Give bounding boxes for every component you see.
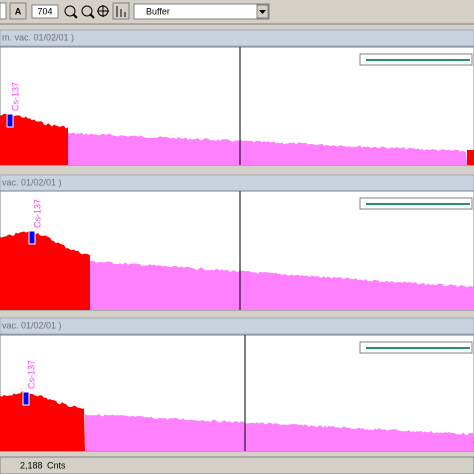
panel-title-bar bbox=[0, 29, 474, 47]
peak-marker bbox=[22, 391, 30, 406]
peak-label: Cs-137 bbox=[26, 360, 36, 389]
peak-button[interactable] bbox=[112, 2, 130, 20]
peak-region bbox=[0, 230, 90, 310]
panel-title: m. vac. 01/02/01 ) bbox=[2, 32, 74, 42]
peak-region bbox=[0, 113, 68, 165]
zoom-out-button[interactable] bbox=[81, 5, 95, 19]
buffer-dropdown[interactable] bbox=[133, 3, 270, 20]
panel-title-bar bbox=[0, 174, 474, 192]
toolbar: A 704 Buffer bbox=[0, 2, 474, 25]
continuum-region bbox=[68, 132, 467, 165]
continuum-region bbox=[90, 260, 474, 310]
status-value: 2,188 bbox=[20, 460, 43, 470]
peak-label: Cs-137 bbox=[32, 199, 42, 228]
channel-field[interactable] bbox=[31, 4, 59, 19]
panel-title: vac. 01/02/01 ) bbox=[2, 177, 62, 187]
arrow-icon bbox=[259, 10, 266, 14]
center-button[interactable] bbox=[97, 5, 109, 17]
continuum-region bbox=[85, 413, 474, 451]
toolbar-button[interactable] bbox=[0, 2, 7, 20]
status-bar bbox=[0, 456, 474, 474]
peak-marker bbox=[6, 113, 14, 128]
peak-region bbox=[0, 391, 85, 451]
roi-region bbox=[467, 150, 474, 165]
panel-title: vac. 01/02/01 ) bbox=[2, 320, 62, 330]
channel-value: 704 bbox=[37, 6, 52, 16]
text-button-label: A bbox=[15, 6, 22, 16]
peak-label: Cs-137 bbox=[10, 82, 20, 111]
dropdown-value: Buffer bbox=[146, 6, 170, 16]
peak-marker bbox=[28, 230, 36, 245]
text-button[interactable] bbox=[9, 2, 27, 20]
status-unit: Cnts bbox=[47, 460, 66, 470]
zoom-in-button[interactable] bbox=[64, 5, 78, 19]
panel-title-bar bbox=[0, 317, 474, 335]
